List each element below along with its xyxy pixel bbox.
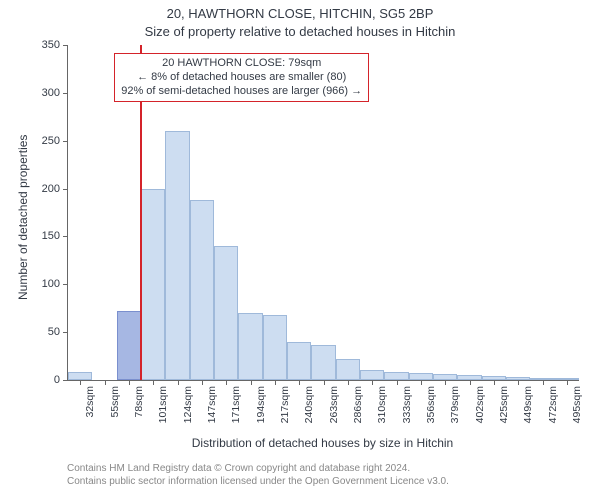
x-tick-label: 78sqm [133,386,145,418]
x-tick [105,380,106,385]
y-tick-label: 150 [42,230,68,242]
x-tick-label: 240sqm [303,386,315,423]
x-tick [153,380,154,385]
x-tick-label: 101sqm [157,386,169,423]
histogram-bar [165,131,189,380]
x-tick [445,380,446,385]
x-tick [494,380,495,385]
histogram-bar [409,373,433,380]
histogram-bar [336,359,360,380]
chart-container: 20, HAWTHORN CLOSE, HITCHIN, SG5 2BP Siz… [0,0,600,500]
x-tick [518,380,519,385]
x-tick [251,380,252,385]
x-tick-label: 379sqm [449,386,461,423]
y-tick-label: 250 [42,135,68,147]
x-tick-label: 425sqm [498,386,510,423]
x-tick-label: 55sqm [109,386,121,418]
y-axis-title: Number of detached properties [16,135,30,300]
x-tick-label: 32sqm [84,386,96,418]
x-tick [275,380,276,385]
x-tick [299,380,300,385]
x-tick [178,380,179,385]
histogram-bar [263,315,287,380]
footer-line: Contains HM Land Registry data © Crown c… [67,462,449,475]
x-tick-label: 333sqm [401,386,413,423]
footer-line: Contains public sector information licen… [67,475,449,488]
x-tick [202,380,203,385]
histogram-bar [311,345,335,380]
annotation-line: 92% of semi-detached houses are larger (… [121,85,362,99]
x-tick [129,380,130,385]
annotation-line: ← 8% of detached houses are smaller (80) [121,71,362,85]
x-tick-label: 310sqm [376,386,388,423]
plot-area: 05010015020025030035032sqm55sqm78sqm101s… [67,45,579,381]
histogram-bar [360,370,384,380]
y-tick-label: 350 [42,39,68,51]
histogram-bar [190,200,214,380]
x-tick [372,380,373,385]
x-tick [470,380,471,385]
y-tick-label: 100 [42,278,68,290]
x-tick-label: 124sqm [182,386,194,423]
y-tick-label: 50 [48,326,68,338]
x-tick-label: 356sqm [425,386,437,423]
x-tick [80,380,81,385]
y-tick-label: 0 [54,374,68,386]
attribution-footer: Contains HM Land Registry data © Crown c… [67,462,449,488]
x-tick-label: 286sqm [352,386,364,423]
y-tick-label: 200 [42,183,68,195]
x-tick-label: 263sqm [328,386,340,423]
page-title: 20, HAWTHORN CLOSE, HITCHIN, SG5 2BP [0,6,600,21]
x-tick-label: 217sqm [279,386,291,423]
x-tick [348,380,349,385]
x-tick-label: 171sqm [230,386,242,423]
x-tick [543,380,544,385]
x-tick-label: 472sqm [547,386,559,423]
annotation-box: 20 HAWTHORN CLOSE: 79sqm← 8% of detached… [114,53,369,102]
histogram-bar [117,311,141,380]
histogram-bar [214,246,238,380]
histogram-bar [384,372,408,380]
histogram-bar [141,189,165,380]
x-tick [324,380,325,385]
x-tick-label: 147sqm [206,386,218,423]
x-tick [226,380,227,385]
x-tick-label: 194sqm [255,386,267,423]
x-tick-label: 449sqm [522,386,534,423]
x-tick [421,380,422,385]
x-tick-label: 495sqm [571,386,583,423]
histogram-bar [68,372,92,380]
x-tick [567,380,568,385]
x-tick [397,380,398,385]
chart-subtitle: Size of property relative to detached ho… [0,24,600,39]
annotation-line: 20 HAWTHORN CLOSE: 79sqm [121,57,362,71]
histogram-bar [287,342,311,380]
x-axis-title: Distribution of detached houses by size … [67,436,578,450]
y-tick-label: 300 [42,87,68,99]
histogram-bar [238,313,262,380]
x-tick-label: 402sqm [474,386,486,423]
